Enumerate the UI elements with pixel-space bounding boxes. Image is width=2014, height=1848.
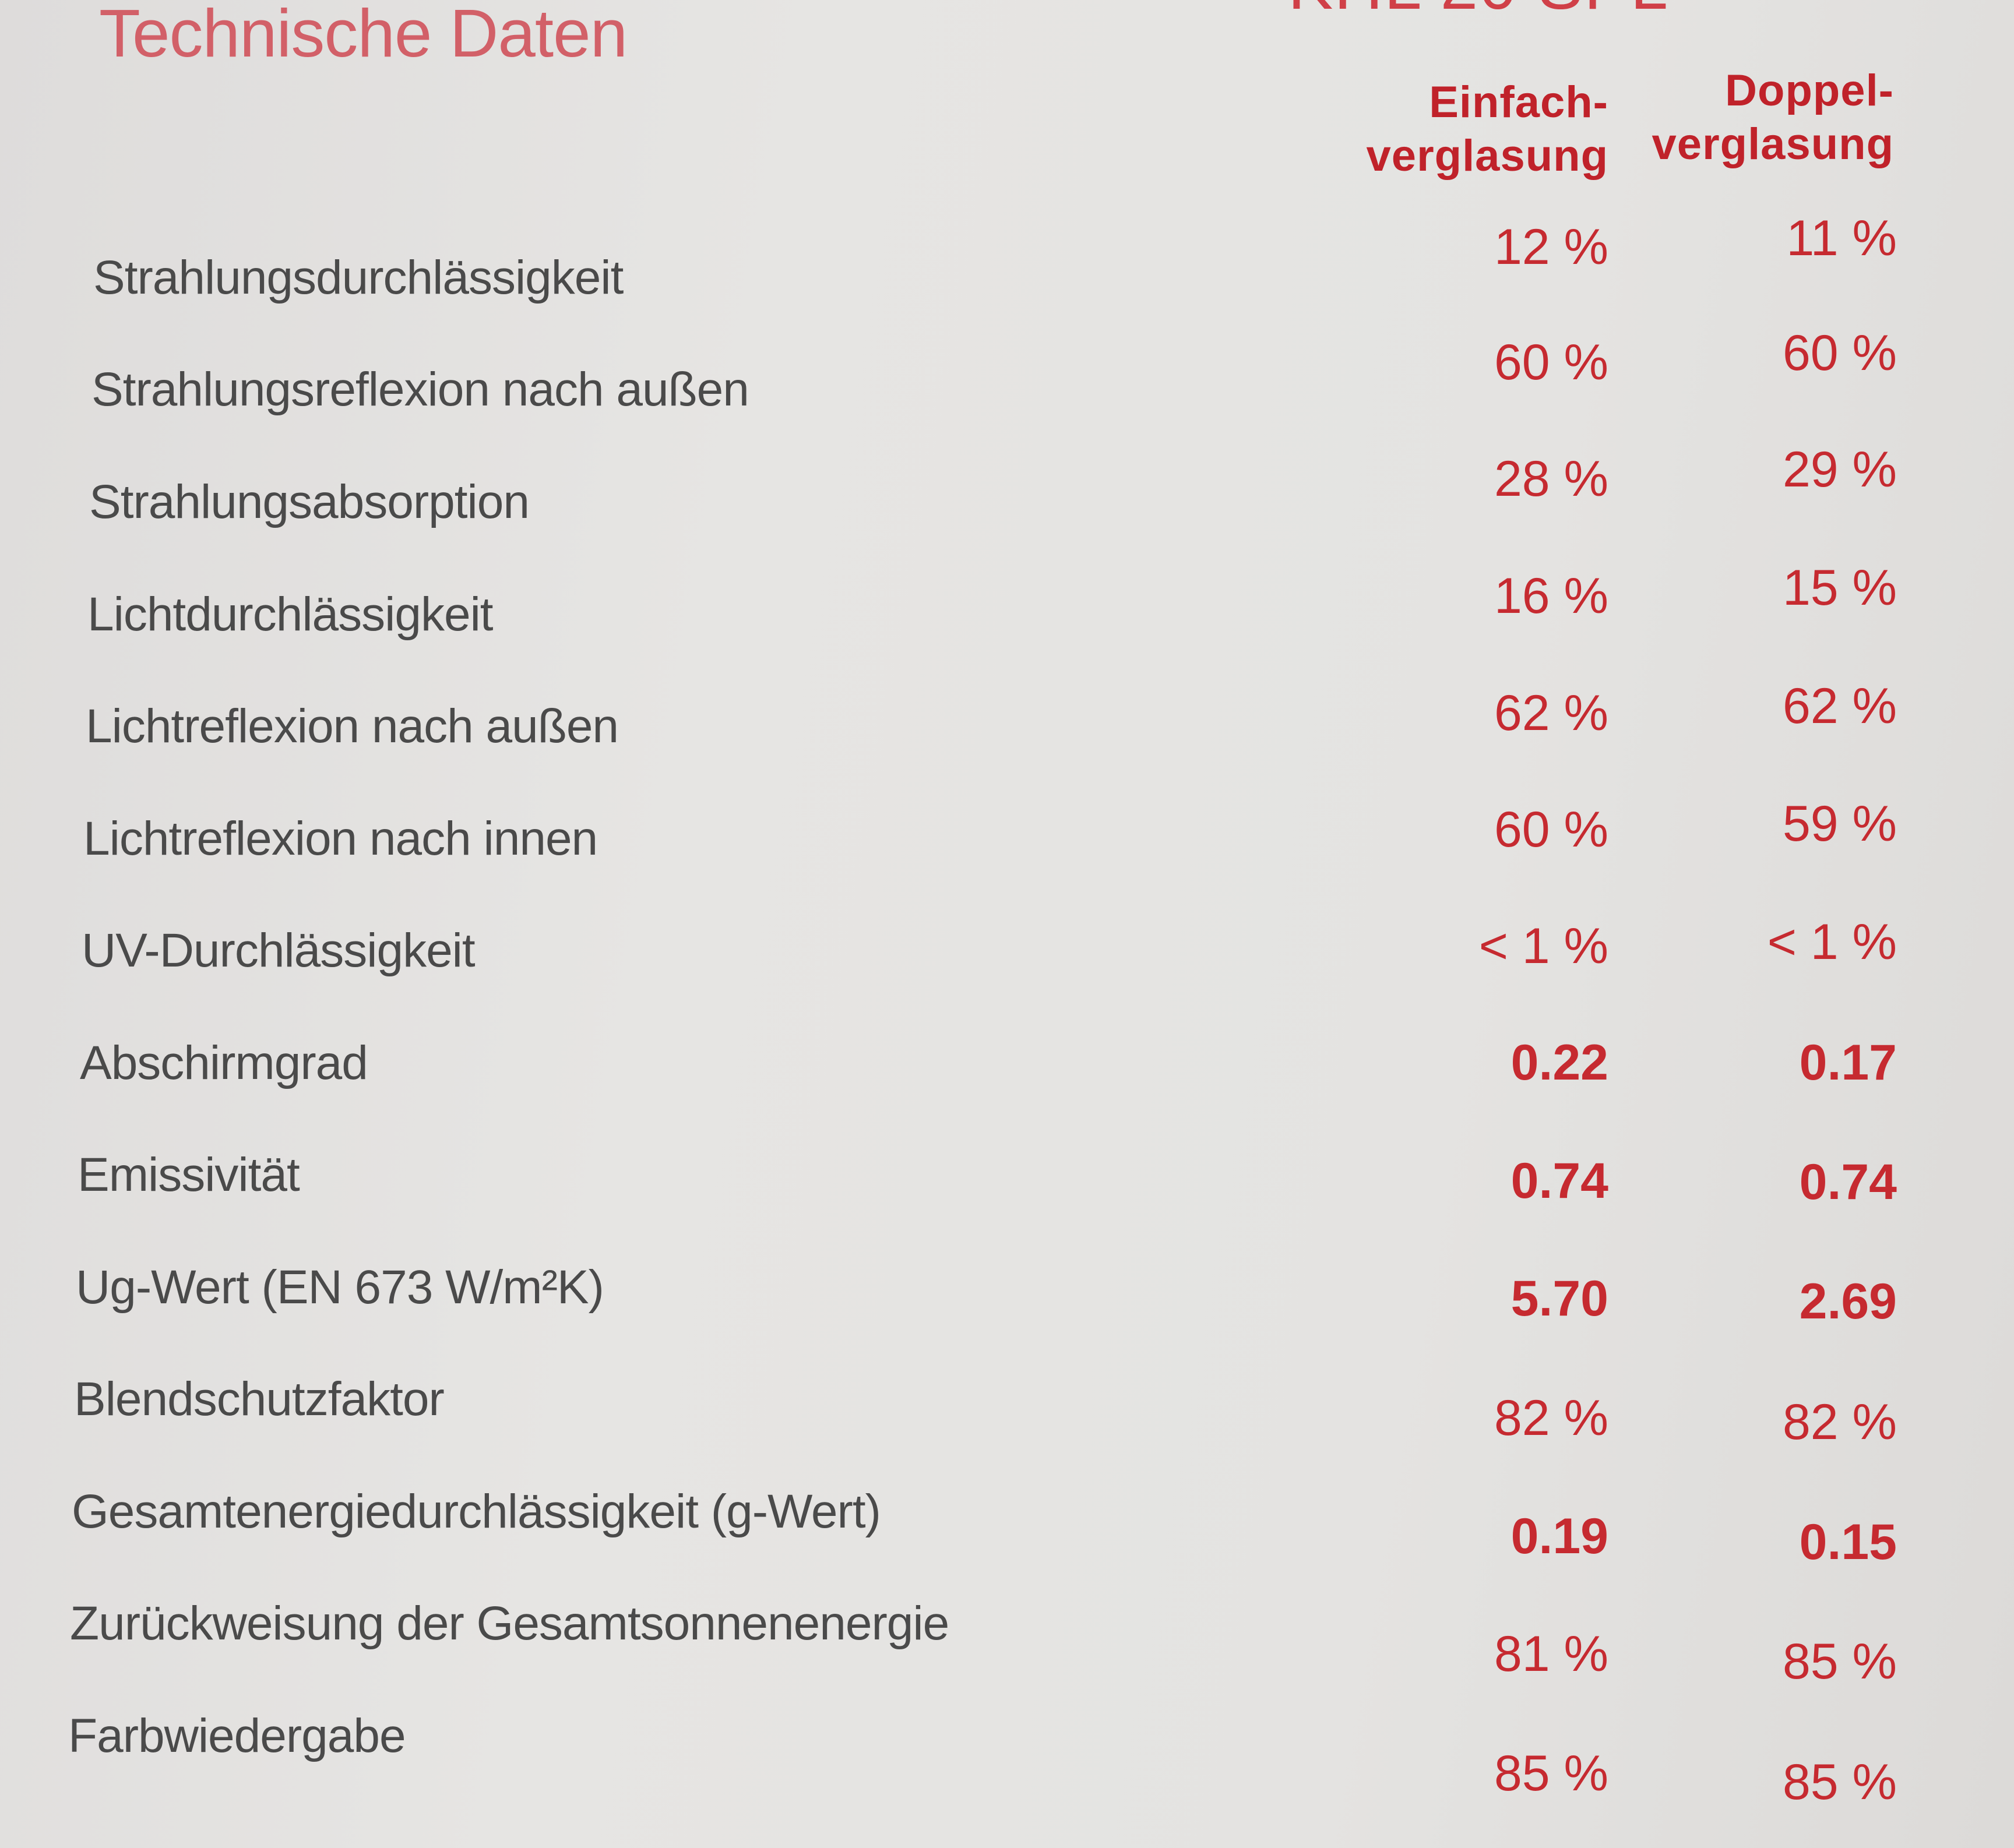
row-value-doppel: 0.74 (1799, 1154, 1897, 1210)
column-header-doppel-line2: verglasung (1652, 119, 1894, 169)
row-label: Emissivität (78, 1148, 300, 1201)
row-value-einfach: 28 % (1494, 451, 1608, 507)
row-label: Farbwiedergabe (68, 1709, 406, 1762)
row-value-einfach: 0.74 (1510, 1153, 1608, 1209)
row-value-doppel: < 1 % (1767, 914, 1897, 970)
product-title-cut-off: KHL 20 SPL (1288, 0, 1669, 24)
row-label: UV-Durchlässigkeit (82, 924, 476, 977)
row-value-doppel: 11 % (1786, 210, 1897, 266)
row-value-doppel: 0.15 (1799, 1514, 1897, 1570)
column-header-einfach: Einfach- verglasung (1282, 76, 1608, 183)
row-label: Strahlungsreflexion nach außen (91, 363, 749, 416)
row-value-doppel: 85 % (1782, 1754, 1897, 1810)
column-header-doppel: Doppel- verglasung (1568, 64, 1894, 171)
row-value-doppel: 60 % (1782, 325, 1897, 381)
row-value-einfach: 60 % (1494, 334, 1608, 390)
row-value-einfach: 82 % (1494, 1390, 1608, 1446)
row-label: Strahlungsabsorption (89, 475, 530, 528)
row-label: Lichtreflexion nach außen (86, 700, 619, 753)
row-value-doppel: 15 % (1782, 560, 1897, 616)
row-label: Abschirmgrad (80, 1036, 368, 1089)
row-value-einfach: 0.22 (1510, 1035, 1608, 1091)
row-value-einfach: 0.19 (1510, 1508, 1608, 1564)
row-value-doppel: 85 % (1782, 1634, 1897, 1690)
row-value-doppel: 62 % (1782, 678, 1897, 734)
row-label: Zurückweisung der Gesamtsonnenenergie (70, 1597, 949, 1650)
column-header-einfach-line2: verglasung (1366, 131, 1608, 181)
row-value-doppel: 0.17 (1799, 1035, 1897, 1091)
row-value-doppel: 29 % (1782, 442, 1897, 498)
column-header-doppel-line1: Doppel- (1725, 66, 1894, 115)
row-label: Lichtdurchlässigkeit (87, 588, 494, 641)
row-label: Blendschutzfaktor (74, 1373, 445, 1426)
row-label: Ug-Wert (EN 673 W/m²K) (76, 1261, 604, 1314)
row-value-einfach: 81 % (1494, 1626, 1608, 1682)
row-value-einfach: 85 % (1494, 1745, 1608, 1801)
row-label: Lichtreflexion nach innen (83, 812, 598, 865)
row-value-doppel: 82 % (1782, 1394, 1897, 1450)
row-label: Strahlungsdurchlässigkeit (93, 251, 624, 304)
row-value-einfach: 12 % (1494, 219, 1608, 275)
row-value-doppel: 59 % (1782, 796, 1897, 852)
row-value-einfach: 60 % (1494, 802, 1608, 858)
page-title: Technische Daten (99, 0, 628, 71)
row-value-einfach: < 1 % (1478, 918, 1608, 974)
row-label: Gesamtenergiedurchlässigkeit (g-Wert) (72, 1485, 881, 1538)
row-value-einfach: 16 % (1494, 568, 1608, 624)
row-value-einfach: 5.70 (1510, 1271, 1608, 1327)
row-value-einfach: 62 % (1494, 685, 1608, 741)
column-header-einfach-line1: Einfach- (1429, 77, 1608, 127)
row-value-doppel: 2.69 (1799, 1274, 1897, 1329)
